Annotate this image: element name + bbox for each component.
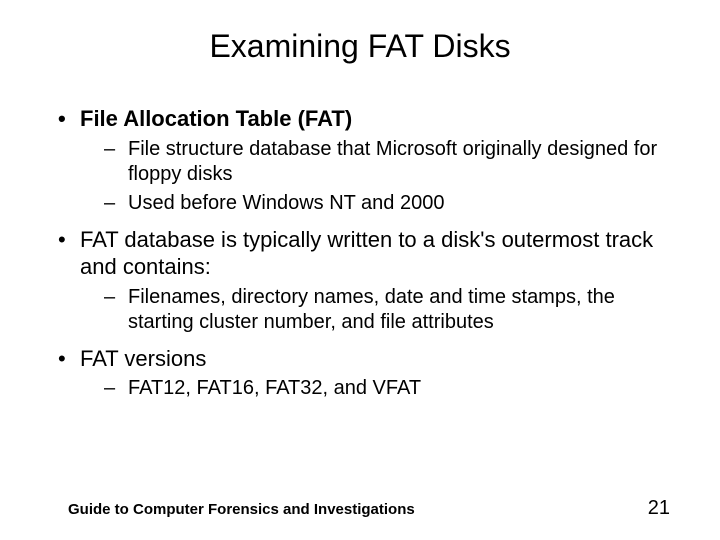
bullet-level2: FAT12, FAT16, FAT32, and VFAT bbox=[58, 376, 670, 401]
footer: Guide to Computer Forensics and Investig… bbox=[68, 497, 670, 520]
bullet-level2: Used before Windows NT and 2000 bbox=[58, 191, 670, 216]
slide-title: Examining FAT Disks bbox=[50, 28, 670, 65]
page-number: 21 bbox=[648, 497, 670, 520]
bullet-level1: FAT database is typically written to a d… bbox=[58, 226, 670, 281]
bullet-level2: Filenames, directory names, date and tim… bbox=[58, 285, 670, 335]
slide-content: File Allocation Table (FAT) File structu… bbox=[50, 105, 670, 401]
bullet-level1: File Allocation Table (FAT) bbox=[58, 105, 670, 133]
footer-text: Guide to Computer Forensics and Investig… bbox=[68, 501, 415, 518]
bullet-level1: FAT versions bbox=[58, 345, 670, 373]
bullet-level2: File structure database that Microsoft o… bbox=[58, 137, 670, 187]
slide: Examining FAT Disks File Allocation Tabl… bbox=[0, 0, 720, 540]
